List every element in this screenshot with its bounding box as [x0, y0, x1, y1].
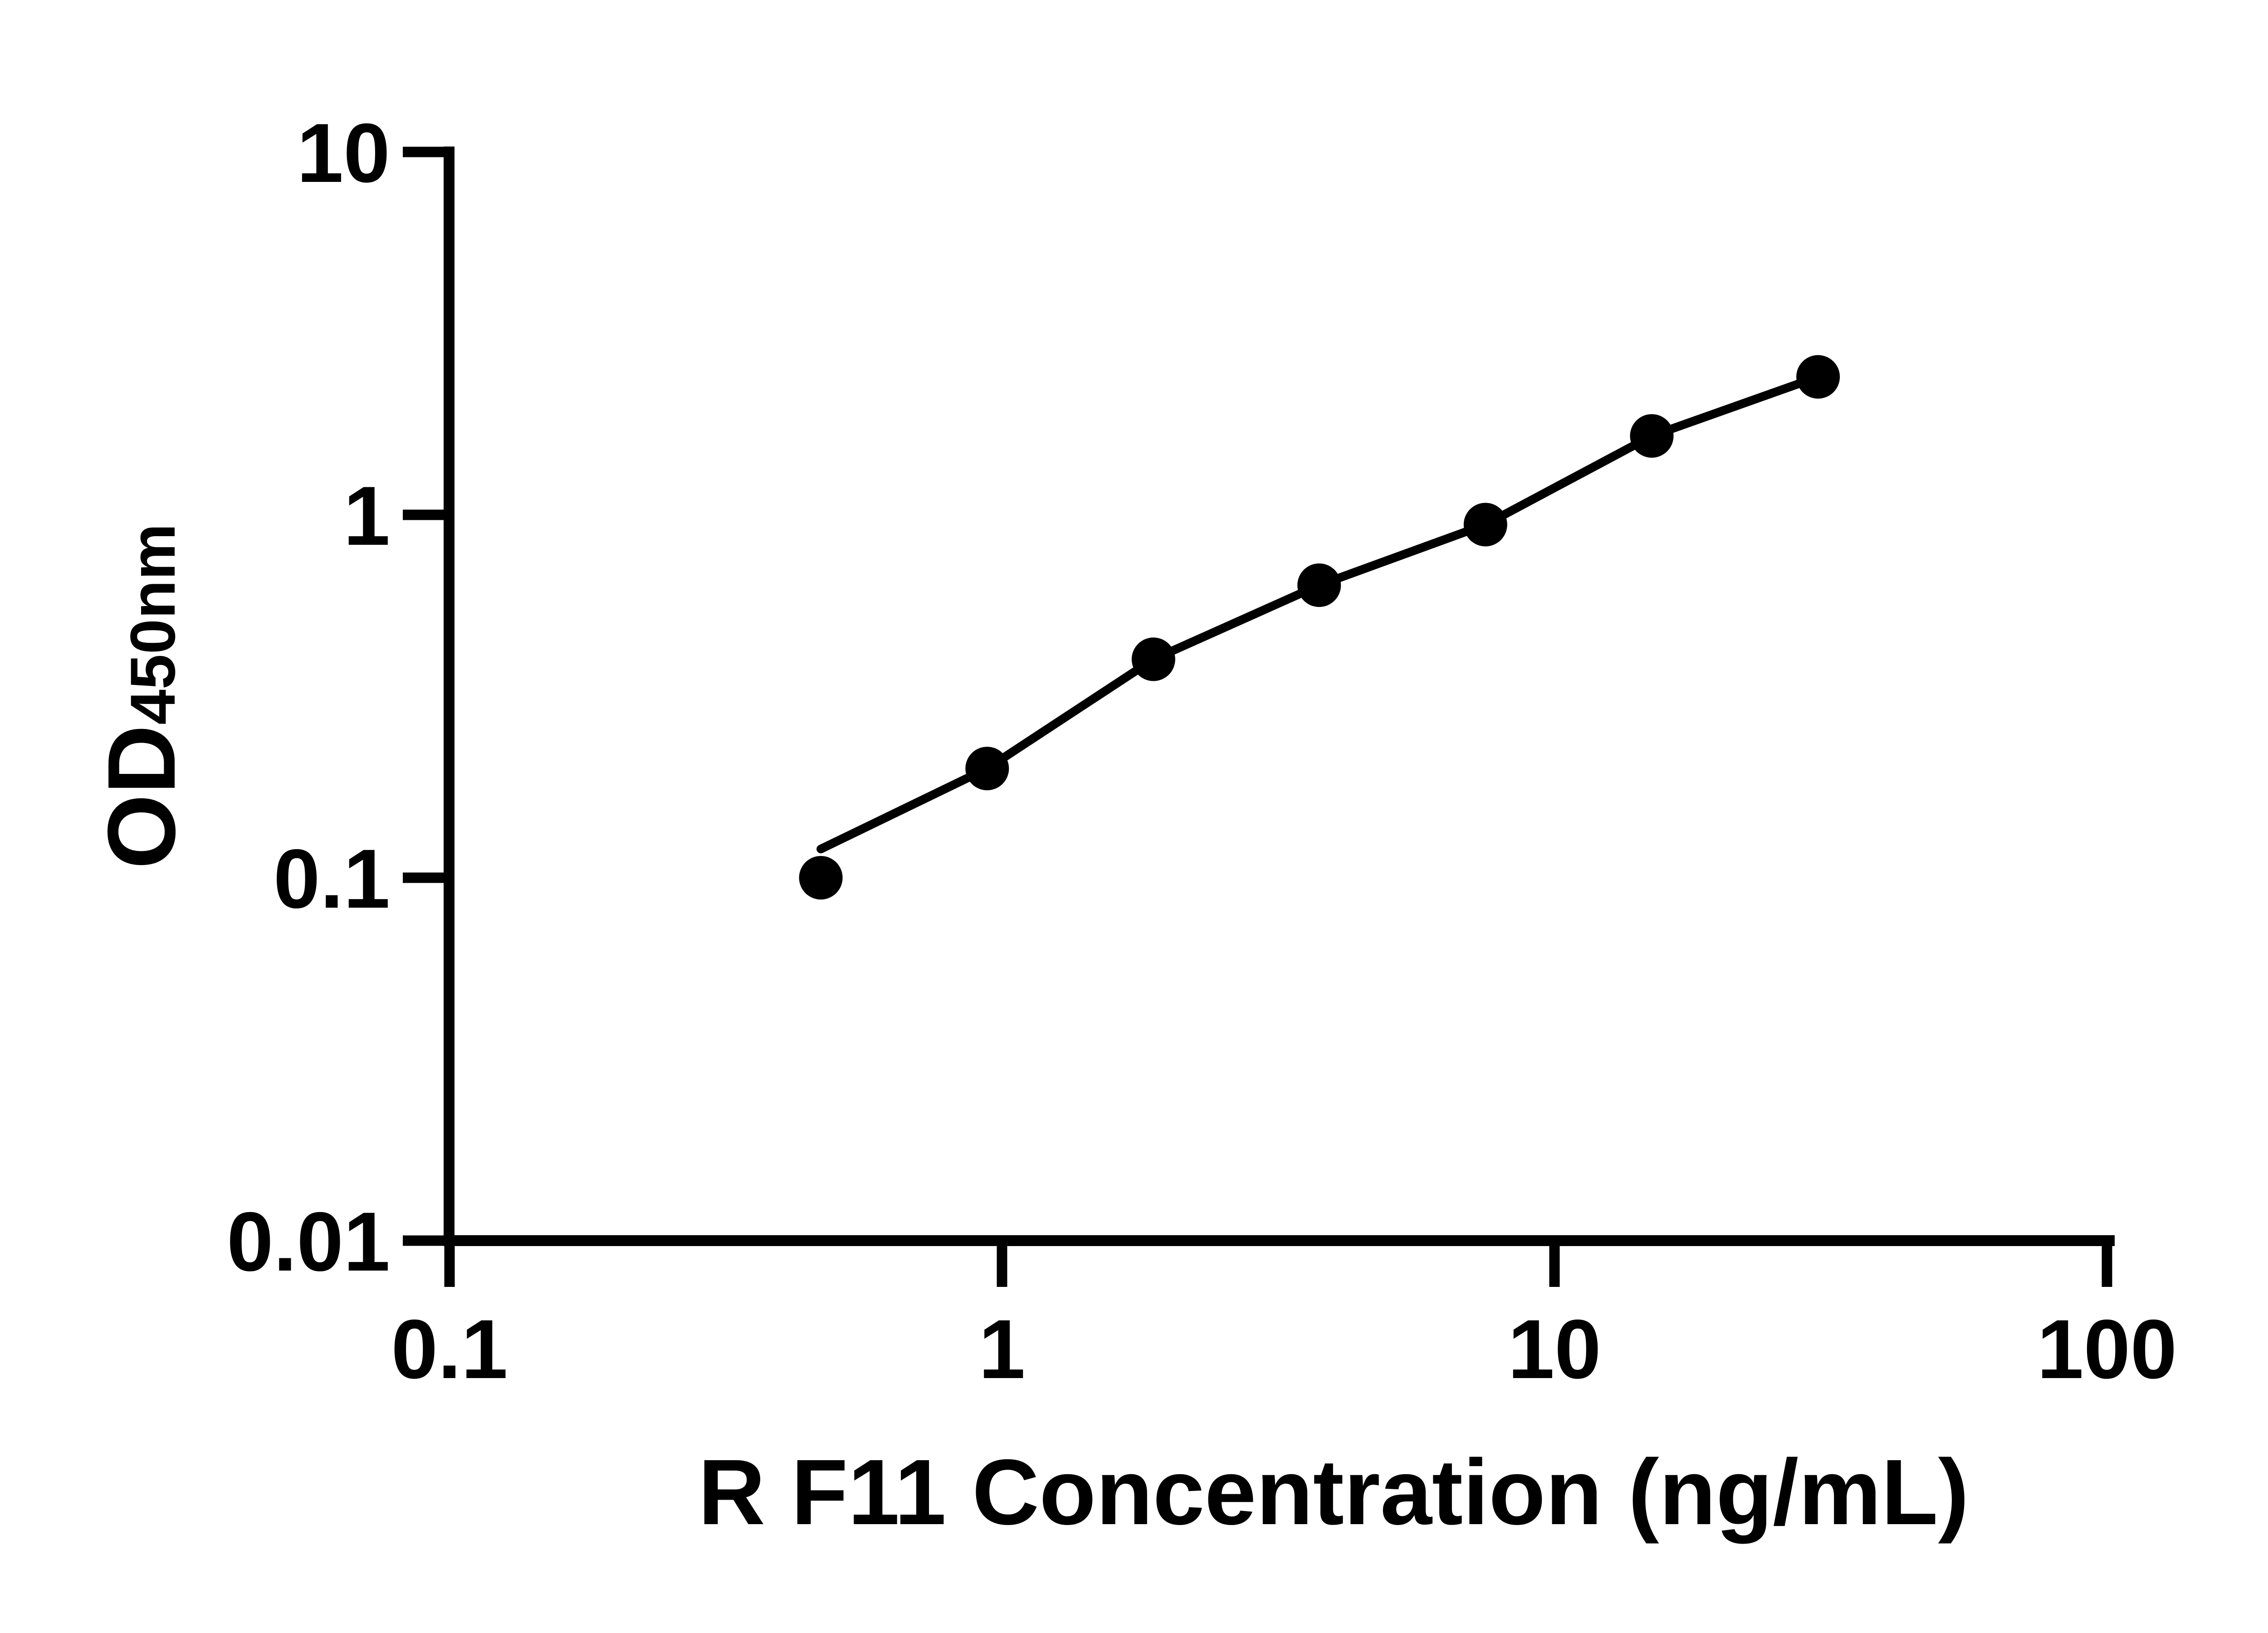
y-axis-title-main: OD: [88, 725, 195, 869]
x-tick-label-0.1: 0.1: [391, 1303, 508, 1396]
y-tick-label-0.1: 0.1: [274, 832, 390, 926]
y-axis-title: OD450nm: [88, 523, 195, 869]
y-tick-label-1: 1: [343, 469, 390, 563]
x-tick-label-10: 10: [1508, 1303, 1601, 1396]
data-point-1: [799, 856, 843, 900]
x-tick-label-100: 100: [2037, 1303, 2177, 1396]
x-tick-label-1: 1: [979, 1303, 1026, 1396]
data-point-5: [1463, 503, 1507, 547]
y-tick-label-0.01: 0.01: [227, 1195, 390, 1289]
data-point-4: [1297, 563, 1341, 607]
x-axis-title: R F11 Concentration (ng/mL): [698, 1440, 1969, 1544]
data-point-6: [1630, 414, 1674, 458]
y-axis-title-subscript: 450nm: [117, 523, 188, 725]
y-tick-label-10: 10: [297, 107, 390, 200]
data-point-2: [965, 747, 1009, 791]
data-point-7: [1796, 355, 1840, 399]
data-point-3: [1131, 637, 1175, 681]
